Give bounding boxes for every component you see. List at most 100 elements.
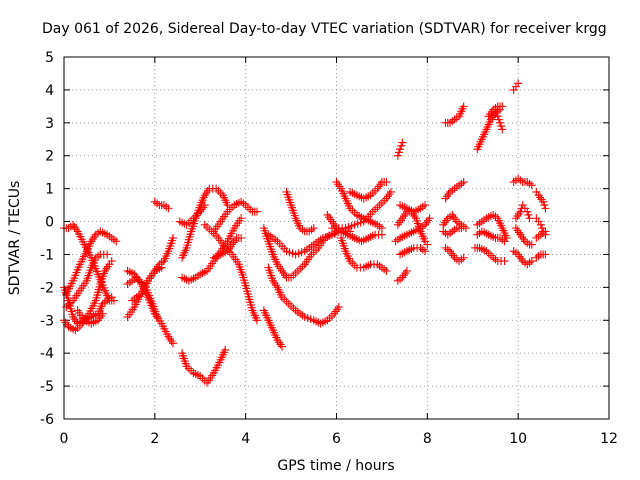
data-point [500,257,509,266]
plot-frame [63,56,610,420]
data-point [498,102,507,111]
data-point [107,293,116,302]
axis-ticks [63,56,610,420]
data-point [525,214,534,223]
data-point [540,201,549,210]
x-axis-title: GPS time / hours [277,458,394,474]
data-point [527,181,536,190]
series-track-17 [209,197,262,236]
data-point [398,138,407,147]
series-track-20 [264,263,343,328]
series-track-12 [178,345,230,387]
data-point [169,339,177,348]
data-point [382,266,391,275]
x-tick-label: 10 [509,431,527,447]
data-point [164,204,173,213]
data-point [278,342,286,351]
data-point [393,151,402,160]
data-point [539,197,548,206]
data-point [253,316,262,325]
data-point [200,201,209,210]
series-track-06 [73,306,107,328]
series-track-04 [62,227,121,298]
series-track-30 [393,207,432,249]
series-track-42 [484,102,507,121]
data-point [459,253,468,262]
series-track-23 [282,187,318,236]
data-point [457,224,466,233]
data-point [523,207,532,216]
data-point [500,237,509,246]
series-track-53 [532,227,550,242]
y-tick-label: 0 [45,215,54,231]
series-track-28 [346,178,391,203]
x-tick-label: 6 [332,431,341,447]
data-point [157,263,166,272]
y-tick-label: -2 [40,280,54,296]
y-tick-label: 5 [45,50,54,66]
data-point [334,303,343,312]
series-track-47 [509,174,536,190]
series-track-26 [327,187,395,233]
series-track-46 [509,79,523,94]
y-tick-label: -4 [40,346,54,362]
data-point [493,112,502,121]
y-tick-label: -3 [40,313,54,329]
y-tick-label: -6 [40,412,54,428]
data-points [60,79,550,387]
data-point [492,108,501,117]
data-point [459,102,468,111]
series-track-03 [60,257,116,335]
x-tick-labels: 0 2 4 6 8 10 12 [60,431,618,447]
series-track-38 [439,224,466,239]
x-tick-label: 8 [423,431,432,447]
y-axis-title: SDTVAR / TECUs [7,181,23,296]
data-point [387,187,395,196]
y-tick-label: 1 [45,182,54,198]
data-point [536,220,545,229]
y-tick-label: -1 [40,247,54,263]
data-point [497,122,506,131]
y-tick-label: -5 [40,379,54,395]
data-point [425,214,434,223]
data-point [237,214,246,223]
series-track-48 [511,201,534,223]
data-point [421,201,430,210]
series-track-50 [509,247,536,269]
series-track-18 [209,234,246,262]
series-track-39 [441,243,468,266]
data-point [107,257,116,266]
data-point [538,224,547,233]
data-point [541,227,550,236]
data-point [496,118,504,127]
series-track-31 [391,214,434,246]
data-point [494,115,503,124]
series-track-09 [123,273,162,321]
series-track-10 [128,263,166,305]
y-tick-label: 3 [45,116,54,132]
series-track-29 [393,138,407,160]
data-point [527,257,536,266]
data-point [423,240,432,249]
data-point [541,250,550,259]
data-point [382,178,391,187]
series-track-05 [62,250,112,312]
data-point [498,125,507,134]
data-point [394,148,403,157]
series-track-35 [441,102,468,127]
data-point [459,178,468,187]
data-point [153,312,162,321]
data-point [377,224,386,233]
data-point [402,266,411,275]
series-track-15 [175,201,209,229]
x-tick-label: 4 [241,431,250,447]
data-point [527,240,536,249]
data-point [112,237,121,246]
data-point [541,204,550,213]
series-track-44 [473,227,509,246]
y-tick-labels: -6 -5 -4 -3 -2 -1 0 1 2 3 4 5 [40,50,54,428]
x-tick-label: 0 [60,431,69,447]
series-track-45 [471,243,509,266]
series-track-40 [473,105,504,154]
series-track-27 [337,234,391,275]
